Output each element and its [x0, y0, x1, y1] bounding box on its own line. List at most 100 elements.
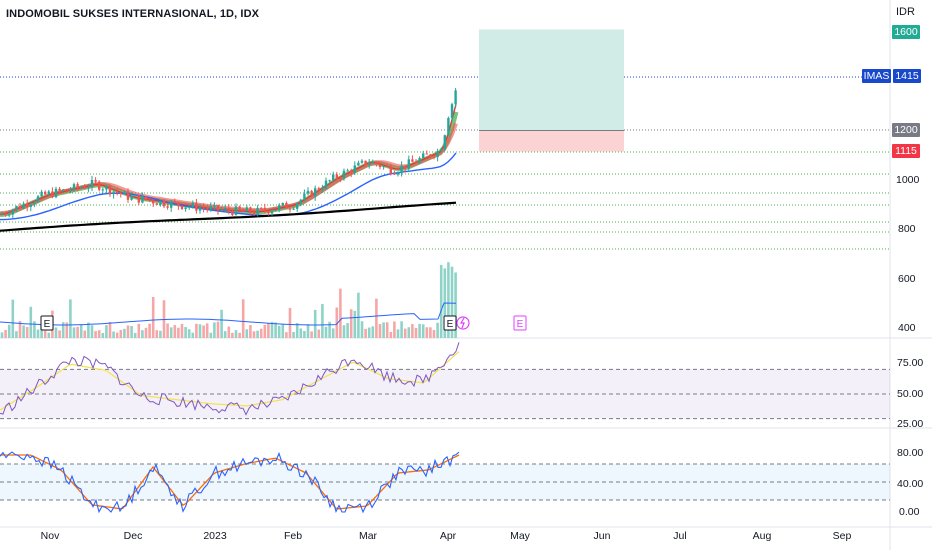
stochastic-pane: [0, 451, 890, 514]
price-tick: 400: [898, 322, 916, 334]
time-label: Jul: [673, 530, 687, 542]
rsi-line: [0, 342, 460, 416]
price-tick: 600: [898, 273, 916, 285]
volume-bar: [76, 326, 79, 338]
time-label: May: [510, 530, 530, 542]
candle-body: [454, 90, 457, 105]
volume-bar: [105, 325, 108, 338]
candle-body: [40, 191, 43, 197]
candle-body: [83, 187, 86, 189]
volume-bar: [357, 292, 360, 338]
volume-bar: [285, 332, 288, 338]
earnings-marker[interactable]: E: [513, 315, 527, 331]
volume-bar: [454, 272, 457, 338]
candle-body: [152, 200, 155, 204]
candle-body: [94, 179, 97, 182]
stoch-tick: 80.00: [897, 447, 924, 459]
candle-body: [76, 184, 79, 188]
candle-body: [202, 207, 205, 209]
candle-body: [0, 213, 4, 215]
volume-bar: [270, 321, 274, 338]
candle-body: [119, 192, 122, 195]
earnings-marker-label: E: [447, 319, 454, 330]
candle-body: [375, 161, 378, 165]
candle-body: [278, 205, 281, 210]
volume-bar: [101, 332, 105, 338]
volume-bar: [421, 324, 425, 338]
volume-bar: [22, 325, 25, 338]
earnings-marker[interactable]: E: [443, 315, 457, 331]
volume-bar: [216, 321, 220, 338]
candle-body: [440, 149, 443, 152]
volume-bar: [119, 329, 123, 338]
candle-body: [33, 202, 36, 205]
candle-body: [44, 191, 47, 195]
volume-bar: [94, 331, 97, 338]
candle-body: [54, 188, 58, 198]
earnings-marker-label: E: [517, 319, 524, 330]
volume-bar: [375, 298, 378, 338]
rsi-tick: 50.00: [897, 388, 924, 400]
stoch-k-line: [0, 451, 460, 514]
volume-bar: [227, 326, 231, 338]
volume-bar: [241, 299, 245, 338]
volume-bar: [303, 330, 306, 338]
earnings-marker-box: [513, 315, 527, 331]
volume-bar: [364, 328, 367, 338]
price-tick: 1000: [896, 174, 920, 186]
candle-body: [234, 206, 238, 215]
volume-bar: [115, 332, 119, 338]
volume-bar: [11, 299, 15, 338]
earnings-marker[interactable]: E: [40, 315, 54, 331]
volume-bar: [4, 329, 7, 338]
volume-bar: [126, 325, 130, 338]
volume-bar: [184, 327, 187, 338]
volume-bar: [151, 297, 155, 338]
candle-body: [105, 185, 108, 190]
position-tool[interactable]: [479, 29, 624, 152]
candle-body: [26, 203, 29, 207]
moving-averages: [0, 104, 459, 232]
volume-bar: [313, 309, 317, 338]
volume-bar: [277, 325, 281, 338]
volume-bar: [396, 329, 400, 338]
time-label: Dec: [123, 530, 143, 542]
volume-bar: [61, 322, 65, 338]
volume-bar: [256, 330, 259, 338]
lightning-icon[interactable]: [456, 316, 470, 330]
candle-body: [170, 201, 173, 208]
earnings-marker-box: [443, 315, 457, 331]
stoch-tick: 40.00: [897, 478, 924, 490]
volume-bar: [87, 322, 90, 338]
candle-body: [407, 159, 410, 169]
candle-body: [90, 179, 94, 188]
candle-body: [411, 159, 414, 162]
candle-body: [267, 211, 270, 214]
candle-body: [281, 202, 284, 206]
candle-body: [47, 191, 50, 195]
volume-bar: [97, 330, 101, 338]
candle-body: [11, 209, 14, 215]
rsi-tick: 25.00: [897, 418, 924, 430]
volume-bar: [407, 327, 411, 338]
candle-body: [69, 190, 72, 192]
time-label: Jun: [593, 530, 611, 542]
candle-body: [285, 202, 288, 209]
candle-body: [353, 165, 356, 173]
symbol-tag: IMAS: [862, 69, 891, 83]
candle-body: [195, 202, 198, 211]
candle-body: [155, 203, 158, 205]
volume-bar: [198, 324, 202, 338]
candle-body: [29, 204, 32, 207]
candle-body: [209, 206, 212, 210]
candle-body: [317, 188, 320, 191]
volume-bar: [425, 327, 429, 338]
volume-bar: [177, 327, 180, 338]
candle-body: [134, 195, 137, 197]
candle-body: [126, 191, 130, 200]
candle-body: [292, 208, 295, 210]
volume-bar: [40, 324, 43, 338]
